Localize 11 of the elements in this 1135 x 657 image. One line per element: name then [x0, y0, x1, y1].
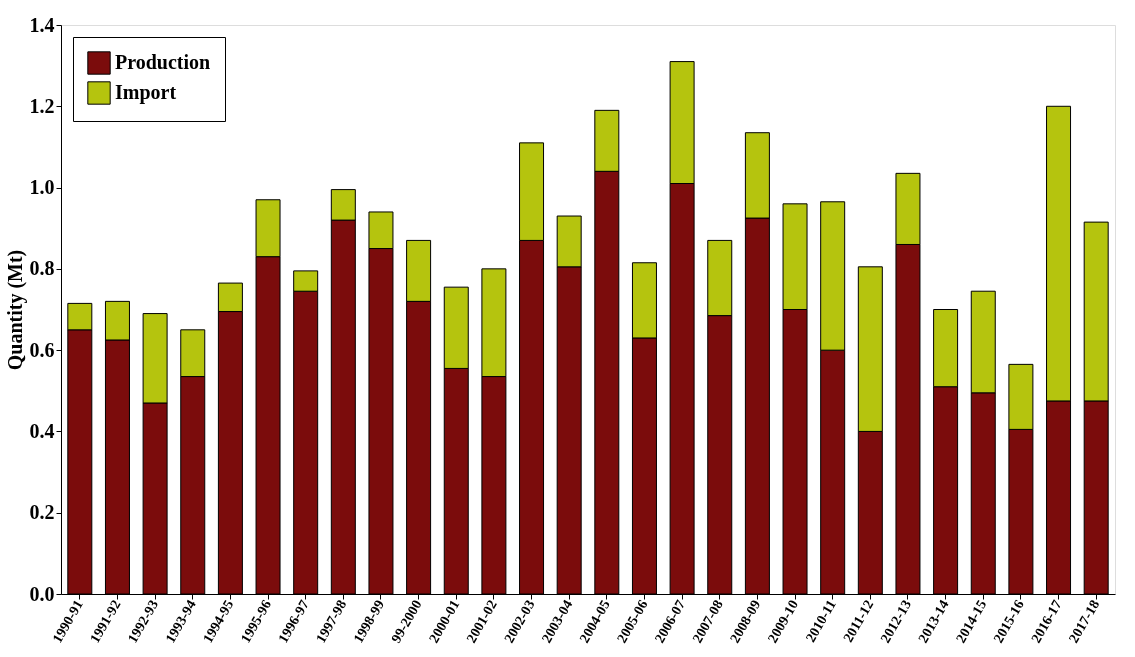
y-tick-label: 0.2	[29, 501, 55, 524]
y-axis-title: Quantity (Mt)	[3, 249, 27, 371]
y-tick-label: 0.6	[29, 338, 55, 361]
y-tick-label: 1.0	[29, 176, 55, 199]
legend-label: Import	[115, 81, 177, 104]
y-tick-label: 0.0	[29, 582, 55, 605]
legend-label: Production	[115, 51, 211, 73]
y-tick-label: 0.8	[29, 257, 55, 280]
y-tick-label: 0.4	[29, 419, 55, 442]
y-tick-label: 1.4	[29, 13, 55, 36]
y-tick-label: 1.2	[29, 94, 55, 117]
